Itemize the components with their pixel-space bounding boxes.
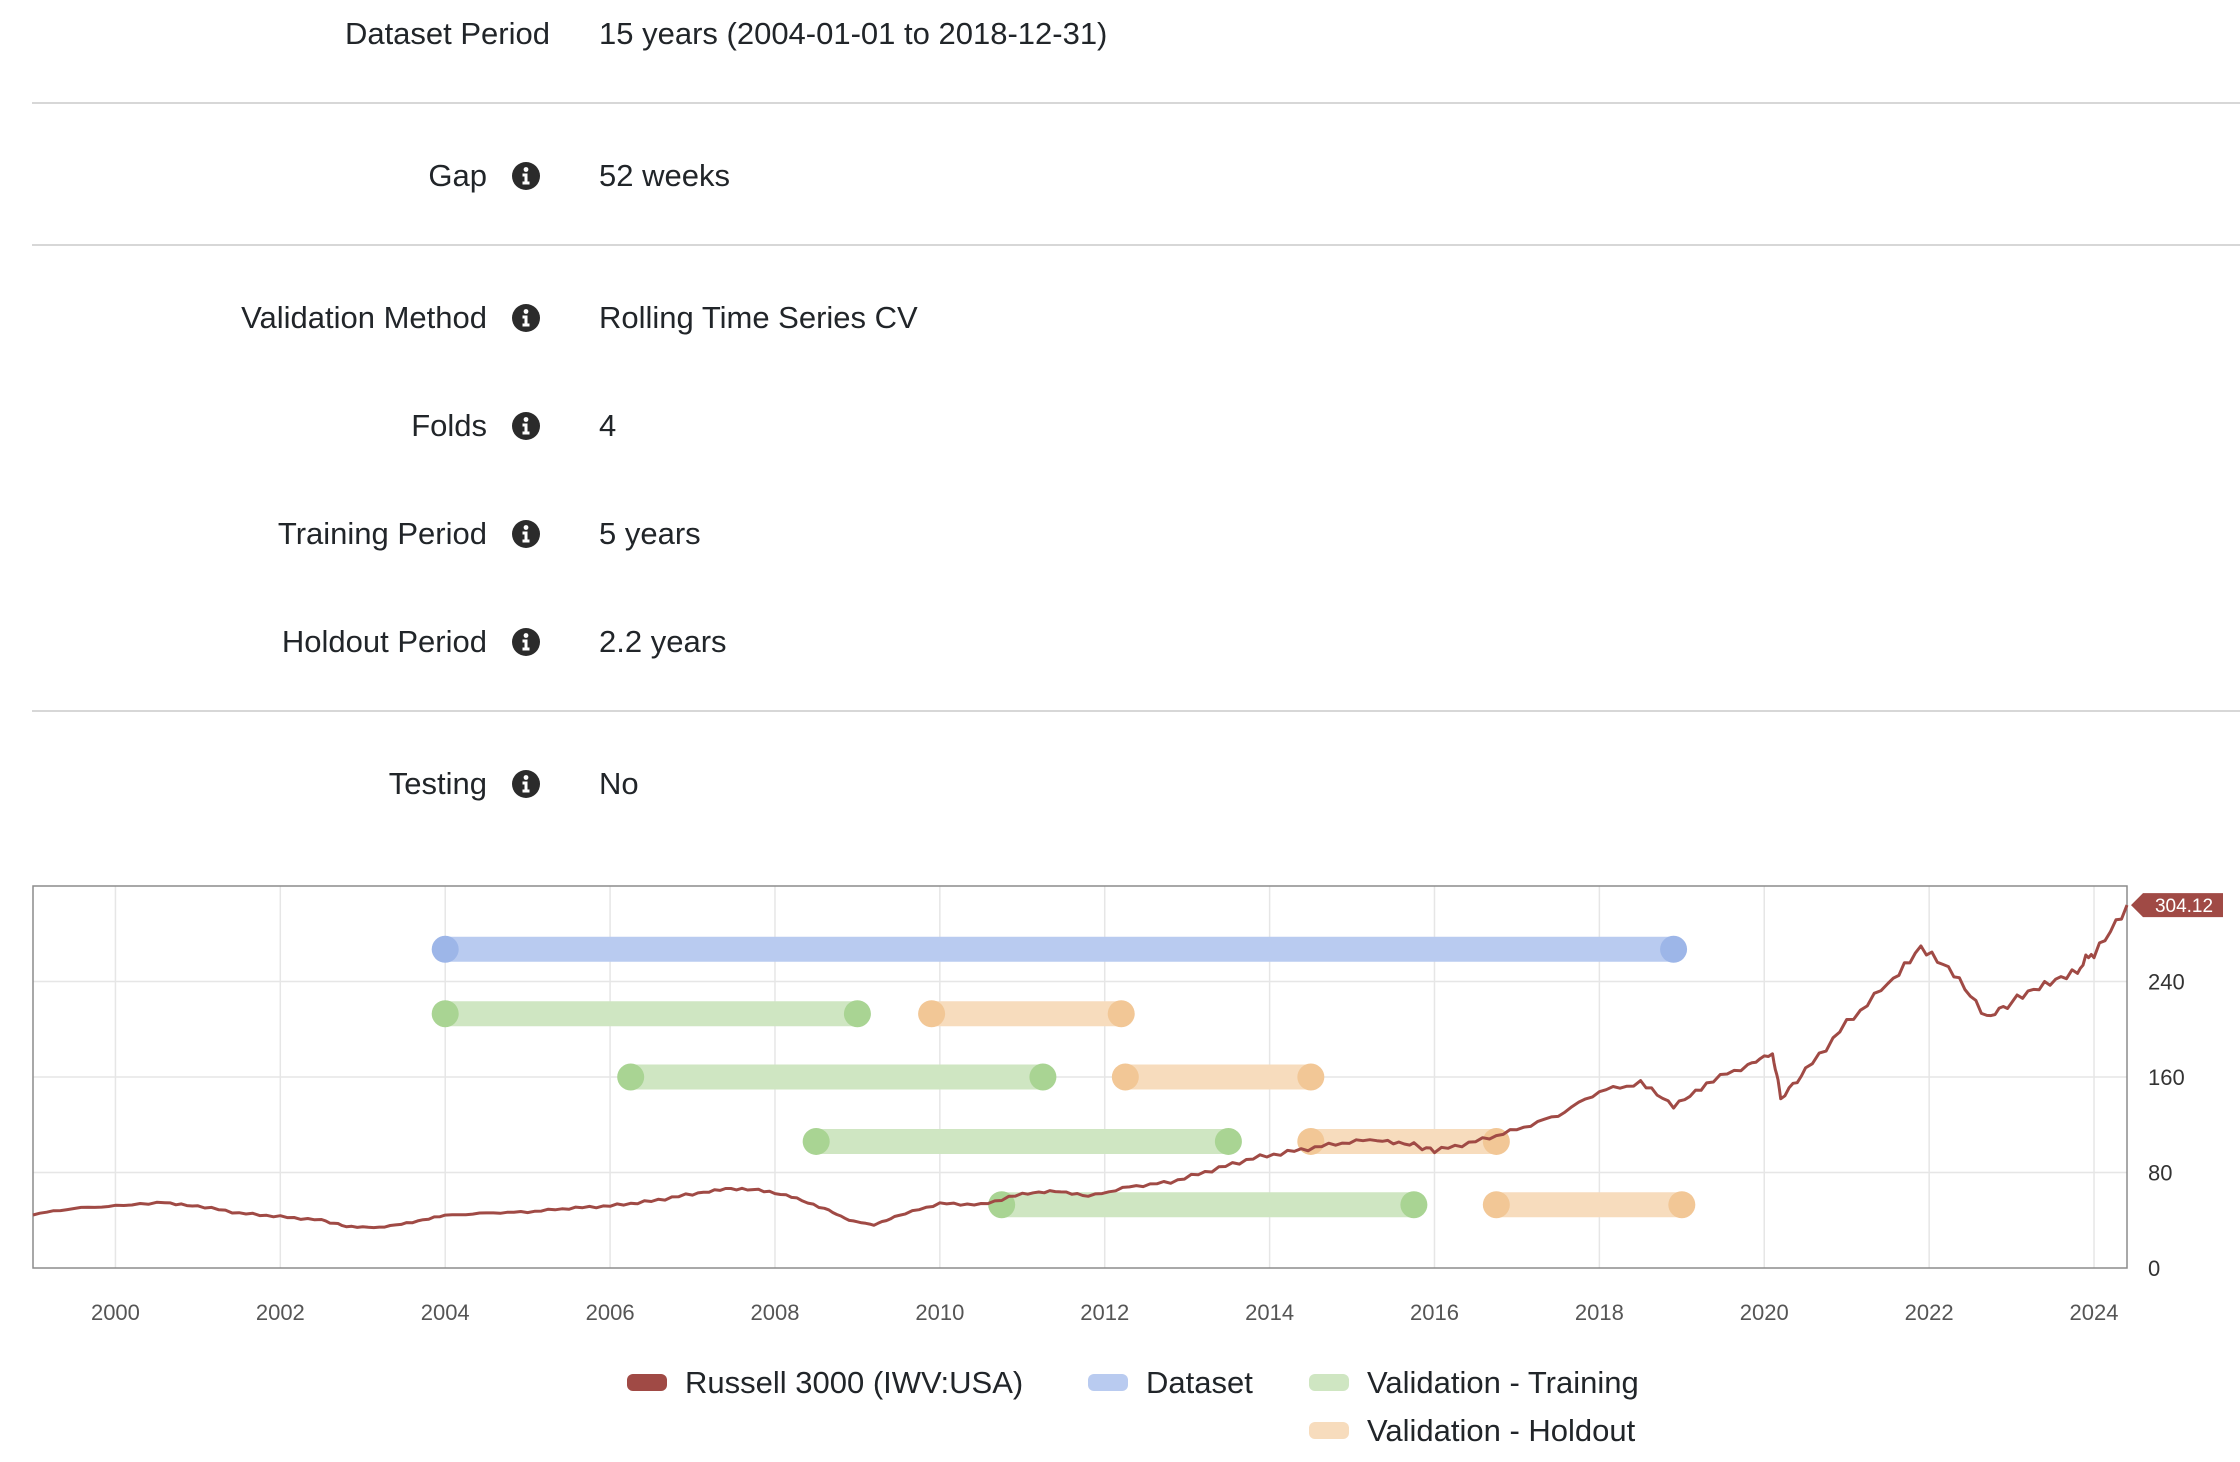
validation-method-value: Rolling Time Series CV (599, 300, 918, 335)
x-tick-label: 2018 (1575, 1300, 1624, 1325)
range-end-point (1107, 1000, 1135, 1028)
testing-label: Testing (388, 766, 487, 801)
row-folds: Folds 4 (0, 396, 2240, 456)
info-icon[interactable] (512, 162, 540, 190)
legend-swatch-holdout (1309, 1422, 1349, 1439)
range-start-point (802, 1127, 830, 1155)
testing-value: No (599, 766, 639, 801)
info-icon[interactable] (512, 520, 540, 548)
y-tick-label: 240 (2148, 970, 2185, 995)
y-tick-label: 160 (2148, 1065, 2185, 1090)
holdout-period-value: 2.2 years (599, 624, 727, 659)
x-tick-label: 2024 (2070, 1300, 2119, 1325)
x-tick-label: 2012 (1080, 1300, 1129, 1325)
training-period-label: Training Period (277, 516, 487, 551)
row-gap: Gap 52 weeks (0, 146, 2240, 206)
range-end-point (843, 1000, 871, 1028)
range-start-point (918, 1000, 946, 1028)
plot-border (32, 885, 2128, 1269)
range-end-point (1029, 1063, 1057, 1091)
x-tick-label: 2006 (586, 1300, 635, 1325)
range-start-point (617, 1063, 645, 1091)
holdout-period-label: Holdout Period (281, 624, 487, 659)
range-end-point (1668, 1191, 1696, 1219)
dataset-period-label: Dataset Period (344, 16, 550, 51)
legend-label: Validation - Holdout (1367, 1413, 1636, 1448)
divider (32, 102, 2240, 104)
x-tick-label: 2014 (1245, 1300, 1294, 1325)
divider (32, 244, 2240, 246)
x-tick-label: 2000 (91, 1300, 140, 1325)
info-icon[interactable] (512, 412, 540, 440)
x-tick-label: 2008 (750, 1300, 799, 1325)
range-end-point (1660, 935, 1688, 963)
legend-swatch-russell (627, 1374, 667, 1391)
gap-value: 52 weeks (599, 158, 730, 193)
folds-label: Folds (411, 408, 487, 443)
x-tick-label: 2020 (1740, 1300, 1789, 1325)
range-start-point (1111, 1063, 1139, 1091)
validation-method-label: Validation Method (241, 300, 487, 335)
row-training-period: Training Period 5 years (0, 504, 2240, 564)
row-validation-method: Validation Method Rolling Time Series CV (0, 288, 2240, 348)
backtest-timeline-chart: 2000 2002 2004 2006 2008 2010 2012 2014 2016 2018… (0, 870, 2240, 1462)
row-dataset-period: Dataset Period 15 years (2004-01-01 to 2… (0, 4, 2240, 64)
range-end-point (1214, 1127, 1242, 1155)
range-start-point (1482, 1191, 1510, 1219)
range-start-point (431, 935, 459, 963)
range-start-point (431, 1000, 459, 1028)
divider (32, 710, 2240, 712)
gap-label: Gap (428, 158, 487, 193)
info-icon[interactable] (512, 304, 540, 332)
range-end-point (1400, 1191, 1428, 1219)
y-tick-label: 80 (2148, 1161, 2172, 1186)
training-period-value: 5 years (599, 516, 701, 551)
last-value-label: 304.12 (2155, 896, 2213, 917)
x-tick-label: 2022 (1905, 1300, 1954, 1325)
folds-value: 4 (599, 408, 617, 443)
legend-label: Validation - Training (1367, 1365, 1639, 1400)
legend-swatch-training (1309, 1374, 1349, 1391)
info-icon[interactable] (512, 770, 540, 798)
legend-swatch-dataset (1088, 1374, 1128, 1391)
x-tick-label: 2010 (915, 1300, 964, 1325)
x-tick-label: 2002 (256, 1300, 305, 1325)
last-value-flag (2131, 893, 2223, 918)
russell-3000-line (32, 904, 2129, 1230)
row-holdout-period: Holdout Period 2.2 years (0, 612, 2240, 672)
x-tick-label: 2016 (1410, 1300, 1459, 1325)
dataset-period-value: 15 years (2004-01-01 to 2018-12-31) (599, 16, 1108, 51)
legend-label: Russell 3000 (IWV:USA) (685, 1365, 1024, 1400)
info-icon[interactable] (512, 628, 540, 656)
y-tick-label: 0 (2148, 1256, 2160, 1281)
range-end-point (1297, 1063, 1325, 1091)
chart-svg: 2000 2002 2004 2006 2008 2010 2012 2014 2016 2018… (32, 885, 2223, 1325)
x-tick-label: 2004 (421, 1300, 470, 1325)
legend-label: Dataset (1146, 1365, 1253, 1400)
row-testing: Testing No (0, 754, 2240, 814)
